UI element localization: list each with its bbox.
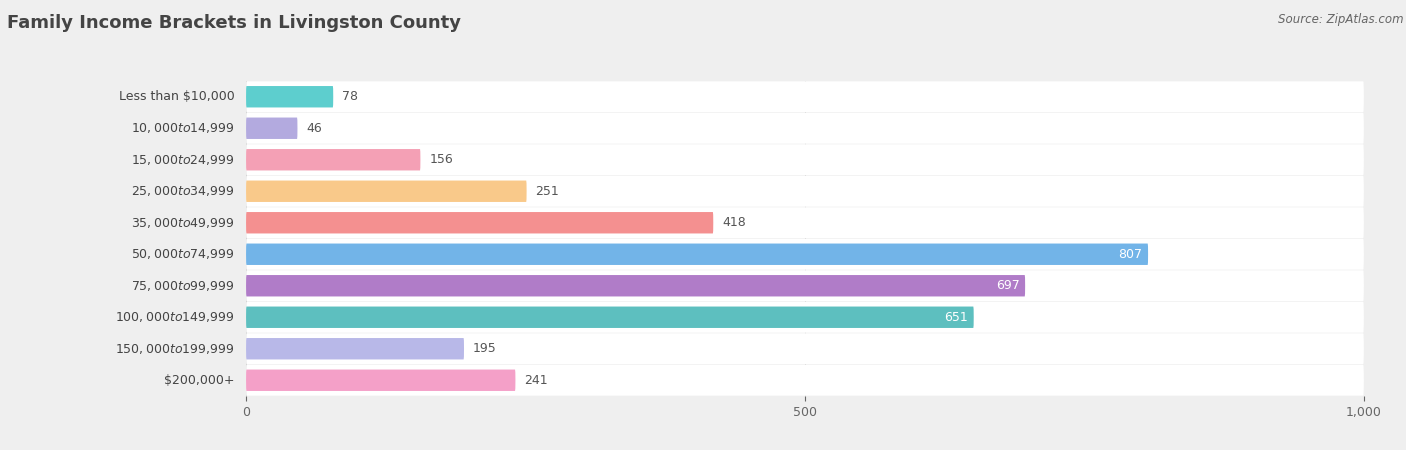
Text: 46: 46: [307, 122, 322, 135]
FancyBboxPatch shape: [246, 176, 1364, 207]
Text: 418: 418: [723, 216, 747, 229]
Text: Source: ZipAtlas.com: Source: ZipAtlas.com: [1278, 14, 1403, 27]
FancyBboxPatch shape: [246, 212, 713, 234]
Text: 78: 78: [342, 90, 359, 103]
FancyBboxPatch shape: [246, 365, 1364, 396]
Text: $150,000 to $199,999: $150,000 to $199,999: [115, 342, 235, 356]
FancyBboxPatch shape: [246, 149, 420, 171]
FancyBboxPatch shape: [246, 117, 298, 139]
FancyBboxPatch shape: [246, 207, 1364, 238]
Text: 251: 251: [536, 185, 560, 198]
FancyBboxPatch shape: [246, 144, 1364, 175]
Text: 807: 807: [1119, 248, 1143, 261]
FancyBboxPatch shape: [246, 113, 1364, 144]
Text: 697: 697: [995, 279, 1019, 292]
Text: $100,000 to $149,999: $100,000 to $149,999: [115, 310, 235, 324]
Text: $15,000 to $24,999: $15,000 to $24,999: [131, 153, 235, 167]
Text: Less than $10,000: Less than $10,000: [120, 90, 235, 103]
FancyBboxPatch shape: [246, 338, 464, 360]
Text: $75,000 to $99,999: $75,000 to $99,999: [131, 279, 235, 293]
FancyBboxPatch shape: [246, 86, 333, 108]
FancyBboxPatch shape: [246, 239, 1364, 270]
FancyBboxPatch shape: [246, 369, 516, 391]
Text: 156: 156: [429, 153, 453, 166]
FancyBboxPatch shape: [246, 306, 974, 328]
FancyBboxPatch shape: [246, 243, 1149, 265]
Text: $10,000 to $14,999: $10,000 to $14,999: [131, 121, 235, 135]
FancyBboxPatch shape: [246, 270, 1364, 301]
Text: $35,000 to $49,999: $35,000 to $49,999: [131, 216, 235, 230]
Text: $25,000 to $34,999: $25,000 to $34,999: [131, 184, 235, 198]
FancyBboxPatch shape: [246, 333, 1364, 364]
FancyBboxPatch shape: [246, 81, 1364, 112]
FancyBboxPatch shape: [246, 180, 527, 202]
Text: $50,000 to $74,999: $50,000 to $74,999: [131, 247, 235, 261]
Text: 195: 195: [472, 342, 496, 355]
Text: 241: 241: [524, 374, 548, 387]
FancyBboxPatch shape: [246, 302, 1364, 333]
Text: $200,000+: $200,000+: [165, 374, 235, 387]
Text: 651: 651: [945, 311, 969, 324]
FancyBboxPatch shape: [246, 275, 1025, 297]
Text: Family Income Brackets in Livingston County: Family Income Brackets in Livingston Cou…: [7, 14, 461, 32]
